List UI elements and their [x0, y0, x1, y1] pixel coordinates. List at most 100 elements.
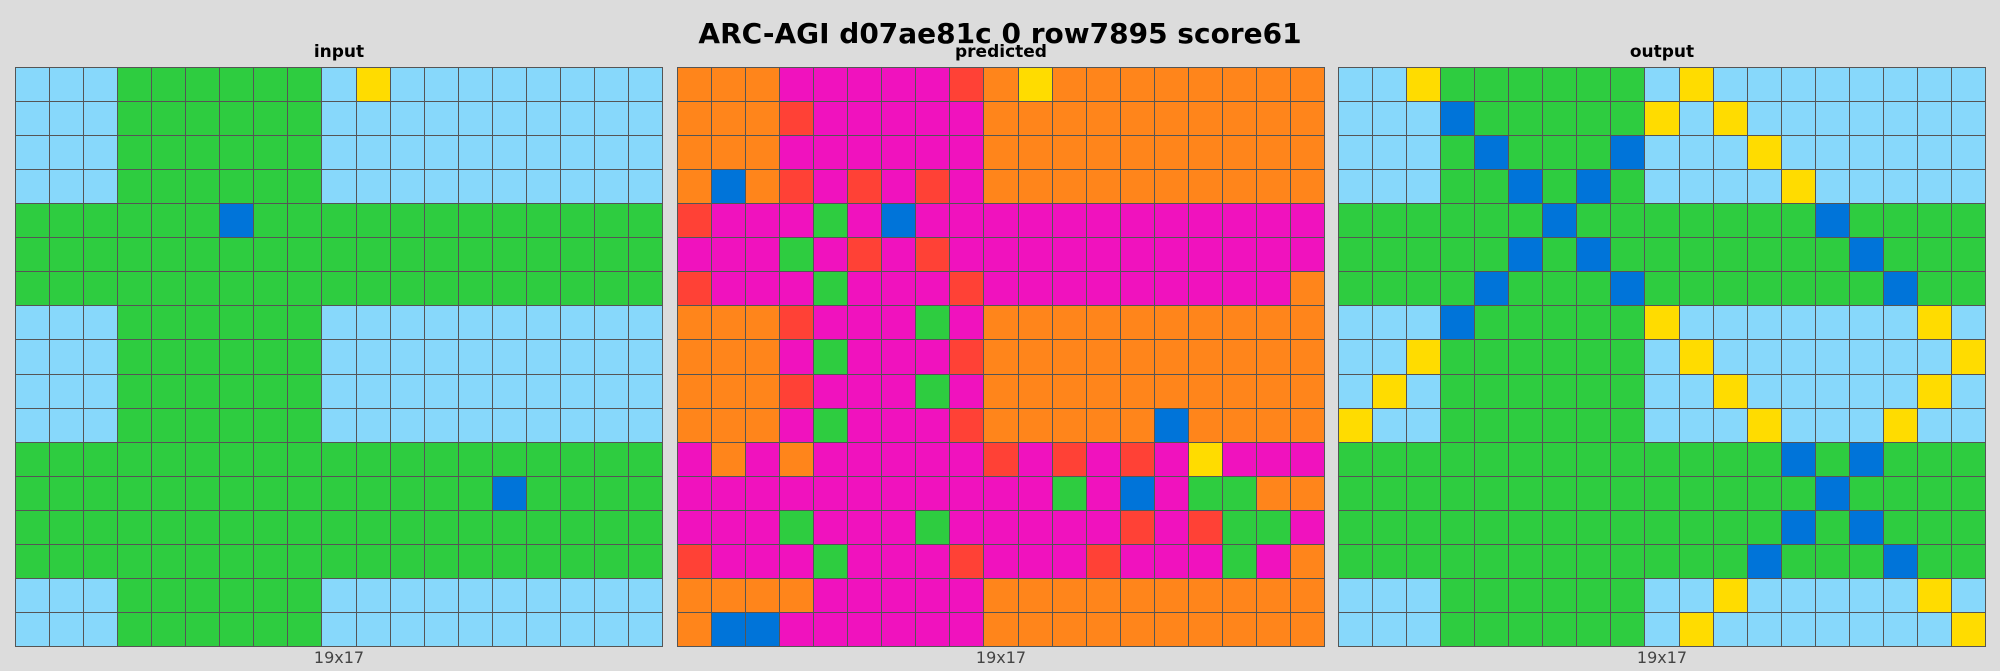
grid-cell: [1713, 612, 1747, 646]
grid-cell: [1679, 306, 1713, 340]
grid-cell: [1290, 340, 1324, 374]
grid-cell: [288, 442, 322, 476]
grid-cell: [356, 544, 390, 578]
grid-cell: [424, 306, 458, 340]
grid-cell: [254, 544, 288, 578]
grid-cell: [526, 102, 560, 136]
grid-cell: [1815, 306, 1849, 340]
grid-cell: [186, 340, 220, 374]
grid-cell: [84, 238, 118, 272]
grid-cell: [84, 578, 118, 612]
grid-cell: [594, 306, 628, 340]
grid-cell: [1883, 170, 1917, 204]
grid-cell: [322, 374, 356, 408]
grid-cell: [1475, 238, 1509, 272]
grid-cell: [1256, 272, 1290, 306]
grid-cell: [678, 442, 712, 476]
grid-cell: [356, 102, 390, 136]
grid-cell: [1339, 578, 1373, 612]
grid-cell: [1222, 544, 1256, 578]
grid-cell: [1781, 204, 1815, 238]
grid-cell: [1339, 612, 1373, 646]
grid-cell: [1256, 544, 1290, 578]
grid-cell: [16, 476, 50, 510]
grid-cell: [1154, 238, 1188, 272]
grid-cell: [1509, 136, 1543, 170]
grid-cell: [84, 510, 118, 544]
grid-cell: [1018, 136, 1052, 170]
grid-cell: [458, 170, 492, 204]
grid-cell: [1509, 578, 1543, 612]
grid-cell: [50, 476, 84, 510]
grid-cell: [1849, 340, 1883, 374]
grid-cell: [492, 238, 526, 272]
grid-cell: [1407, 102, 1441, 136]
grid-cell: [1577, 612, 1611, 646]
grid-cell: [356, 408, 390, 442]
grid-cell: [1781, 612, 1815, 646]
grid-cell: [1543, 578, 1577, 612]
grid-cell: [50, 442, 84, 476]
grid-cell: [1849, 544, 1883, 578]
grid-cell: [1951, 374, 1985, 408]
grid-cell: [882, 102, 916, 136]
grid-cell: [1339, 204, 1373, 238]
grid-cell: [458, 204, 492, 238]
grid-cell: [1645, 442, 1679, 476]
grid-cell: [526, 306, 560, 340]
grid-cell: [950, 340, 984, 374]
grid-cell: [186, 238, 220, 272]
grid-cell: [186, 102, 220, 136]
grid-cell: [322, 340, 356, 374]
grid-cell: [950, 442, 984, 476]
grid-cell: [1441, 510, 1475, 544]
grid-cell: [1154, 476, 1188, 510]
grid-cell: [950, 510, 984, 544]
grid-cell: [628, 408, 662, 442]
grid-cell: [916, 68, 950, 102]
grid-cell: [1154, 408, 1188, 442]
grid-cell: [780, 374, 814, 408]
grid-cell: [1120, 476, 1154, 510]
grid-cell: [1577, 476, 1611, 510]
grid-cell: [594, 442, 628, 476]
grid-cell: [1917, 510, 1951, 544]
grid-cell: [1339, 102, 1373, 136]
grid-cell: [678, 340, 712, 374]
grid-cell: [1611, 442, 1645, 476]
grid-cell: [1086, 442, 1120, 476]
grid-cell: [1951, 136, 1985, 170]
grid-cell: [390, 510, 424, 544]
grid-cell: [1475, 102, 1509, 136]
grid-cell: [1018, 306, 1052, 340]
grid-cell: [1747, 408, 1781, 442]
grid-cell: [1543, 68, 1577, 102]
grid-cell: [1052, 476, 1086, 510]
grid-cell: [84, 612, 118, 646]
grid-cell: [1509, 170, 1543, 204]
grid-cell: [882, 612, 916, 646]
grid-cell: [1052, 68, 1086, 102]
grid-cell: [1441, 170, 1475, 204]
grid-cell: [1290, 68, 1324, 102]
grid-cell: [712, 272, 746, 306]
grid-cell: [1951, 476, 1985, 510]
grid-cell: [1086, 204, 1120, 238]
grid-cell: [1475, 204, 1509, 238]
grid-cell: [1154, 136, 1188, 170]
grid-cell: [1679, 170, 1713, 204]
grid-cell: [356, 578, 390, 612]
grid-cell: [1373, 612, 1407, 646]
grid-cell: [1917, 102, 1951, 136]
grid-cell: [254, 306, 288, 340]
grid-cell: [1611, 136, 1645, 170]
grid-cell: [984, 170, 1018, 204]
grid-cell: [1018, 238, 1052, 272]
grid-cell: [458, 68, 492, 102]
grid-cell: [1188, 510, 1222, 544]
grid-cell: [1679, 238, 1713, 272]
grid-cell: [152, 340, 186, 374]
input-panel-title: input: [313, 42, 365, 62]
grid-cell: [916, 476, 950, 510]
grid-cell: [186, 306, 220, 340]
